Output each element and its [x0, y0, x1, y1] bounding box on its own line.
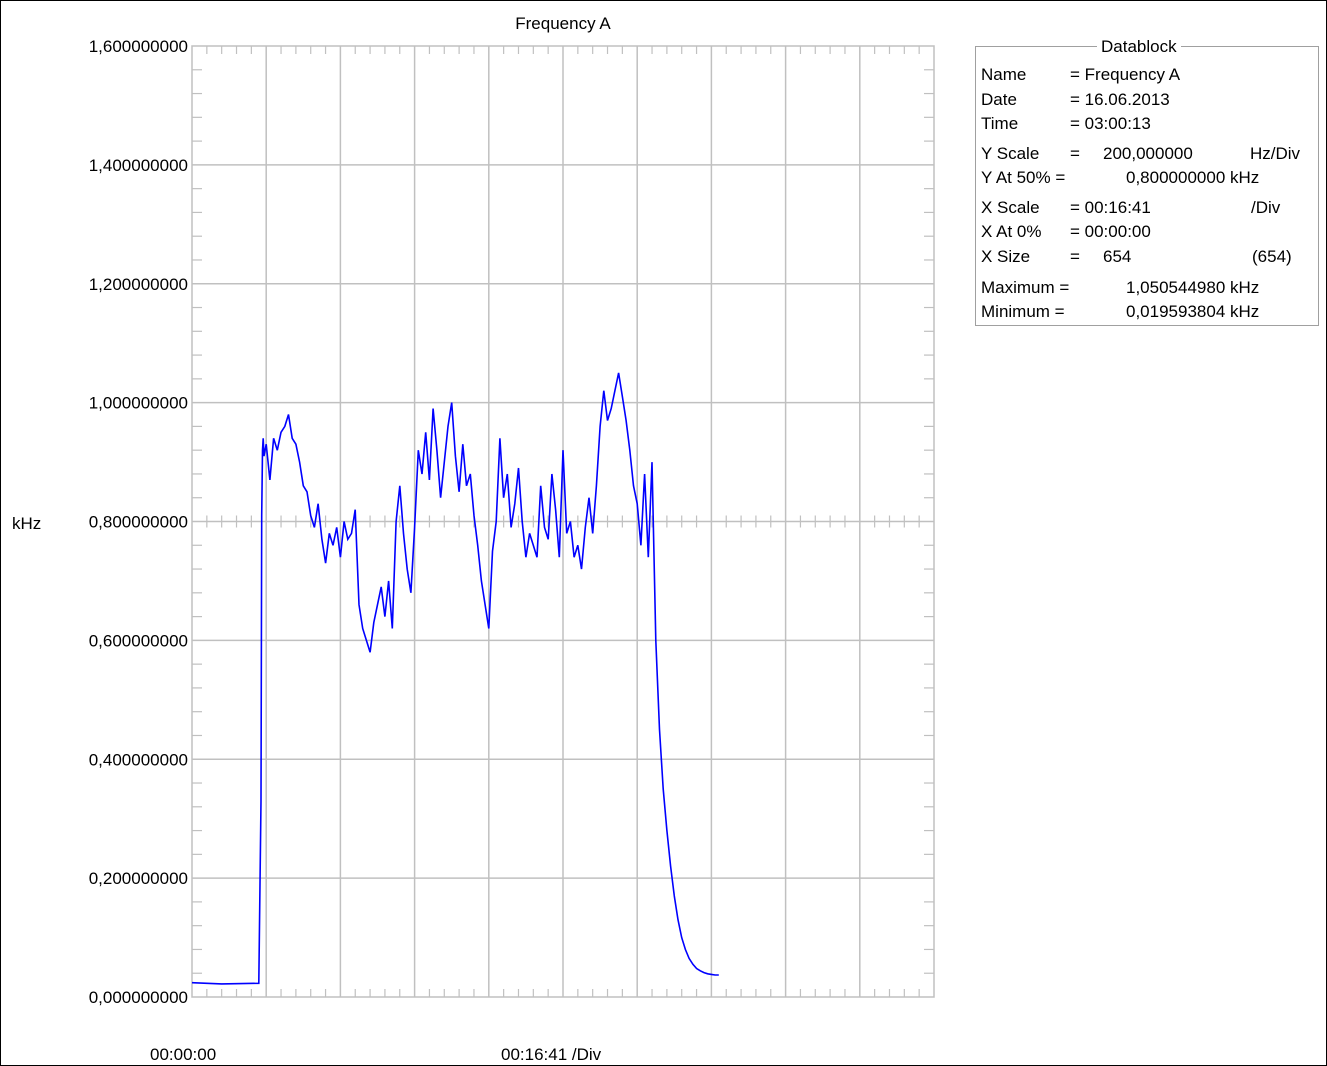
db-xsize-label: X Size: [981, 247, 1031, 266]
y-tick-label: 0,200000000: [89, 869, 188, 888]
db-xscale-label: X Scale: [981, 198, 1040, 217]
db-xsize-paren: (654): [1252, 247, 1292, 266]
db-max-label: Maximum =: [981, 278, 1070, 297]
db-name-label: Name: [981, 65, 1027, 84]
db-xat0-value: = 00:00:00: [1070, 222, 1151, 241]
db-yat50-label: Y At 50% =: [981, 168, 1066, 187]
db-date-label: Date: [981, 90, 1017, 109]
db-time-value: = 03:00:13: [1070, 114, 1151, 133]
y-tick-label: 0,400000000: [89, 750, 188, 769]
series-line-frequency-a: [191, 372, 719, 985]
db-max-value: 1,050544980 kHz: [1126, 278, 1260, 297]
db-xat0-label: X At 0%: [981, 222, 1042, 241]
y-tick-label: 1,000000000: [89, 394, 188, 413]
y-tick-label: 0,000000000: [89, 988, 188, 1007]
db-yscale-label: Y Scale: [981, 144, 1040, 163]
db-yscale-value: 200,000000: [1103, 144, 1193, 163]
db-xsize-value: 654: [1103, 247, 1132, 266]
db-min-value: 0,019593804 kHz: [1126, 302, 1260, 321]
y-tick-label: 1,400000000: [89, 156, 188, 175]
chart-title: Frequency A: [515, 14, 611, 33]
tick-marks: [192, 46, 934, 997]
y-tick-label: 1,600000000: [89, 37, 188, 56]
db-yat50-value: 0,800000000 kHz: [1126, 168, 1260, 187]
db-date-value: = 16.06.2013: [1070, 90, 1170, 109]
y-axis-label: kHz: [12, 514, 41, 533]
db-yscale-eq: =: [1070, 144, 1080, 163]
db-xsize-eq: =: [1070, 247, 1080, 266]
x-div-label: 00:16:41 /Div: [501, 1045, 602, 1064]
x-start-label: 00:00:00: [150, 1045, 216, 1064]
datablock-title: Datablock: [1097, 37, 1181, 56]
db-xscale-value: = 00:16:41: [1070, 198, 1151, 217]
y-tick-label: 0,600000000: [89, 631, 188, 650]
y-tick-label: 0,800000000: [89, 513, 188, 532]
db-min-label: Minimum =: [981, 302, 1065, 321]
db-xscale-unit: /Div: [1251, 198, 1281, 217]
grid: [191, 45, 935, 998]
y-tick-label: 1,200000000: [89, 275, 188, 294]
db-name-value: = Frequency A: [1070, 65, 1181, 84]
db-time-label: Time: [981, 114, 1019, 133]
y-tick-labels: 1,600000000 1,400000000 1,200000000 1,00000…: [89, 37, 188, 1007]
db-yscale-unit: Hz/Div: [1250, 144, 1301, 163]
